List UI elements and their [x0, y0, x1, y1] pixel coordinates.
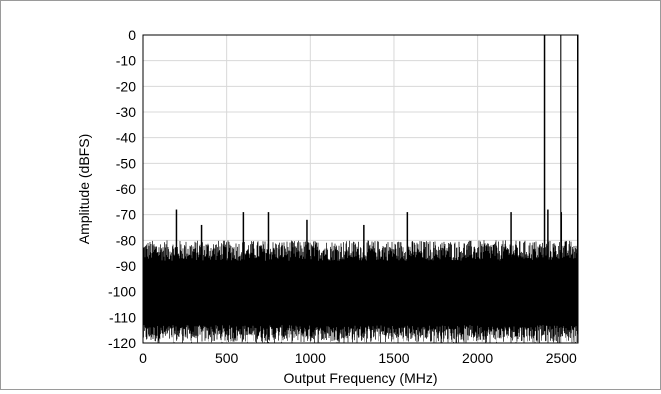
- y-tick-label: -10: [116, 53, 136, 69]
- y-tick-label: -80: [116, 232, 136, 248]
- y-tick-label: -110: [109, 309, 136, 325]
- x-tick-label: 500: [215, 350, 239, 366]
- y-tick-label: -20: [116, 78, 136, 94]
- y-tick-label: -30: [116, 104, 136, 120]
- x-axis-ticks: 0 500 1000 1500 2000 2500: [139, 350, 577, 366]
- x-tick-label: 0: [139, 350, 147, 366]
- spur-series: [175, 35, 563, 266]
- noise-floor-gaps: [144, 327, 577, 343]
- x-tick-label: 1500: [378, 350, 409, 366]
- x-axis-label: Output Frequency (MHz): [283, 370, 437, 386]
- y-tick-label: -100: [108, 284, 136, 300]
- y-tick-label: -90: [116, 258, 136, 274]
- noise-floor: [143, 240, 578, 343]
- y-tick-label: -120: [108, 335, 136, 351]
- y-tick-label: -70: [116, 207, 136, 223]
- y-tick-label: -50: [116, 155, 136, 171]
- x-tick-label: 2000: [462, 350, 493, 366]
- y-tick-label: -60: [116, 181, 136, 197]
- y-axis-label: Amplitude (dBFS): [76, 134, 92, 244]
- y-axis-ticks: 0 -10 -20 -30 -40 -50 -60 -70 -80 -90 -100 -110 -120: [108, 27, 136, 351]
- y-tick-label: -40: [116, 130, 136, 146]
- noise-floor-trace: [143, 240, 578, 343]
- x-tick-label: 2500: [546, 350, 577, 366]
- plot-area-border: [142, 34, 579, 344]
- x-tick-label: 1000: [295, 350, 326, 366]
- y-tick-label: 0: [128, 27, 136, 43]
- marker-lines: [560, 35, 578, 266]
